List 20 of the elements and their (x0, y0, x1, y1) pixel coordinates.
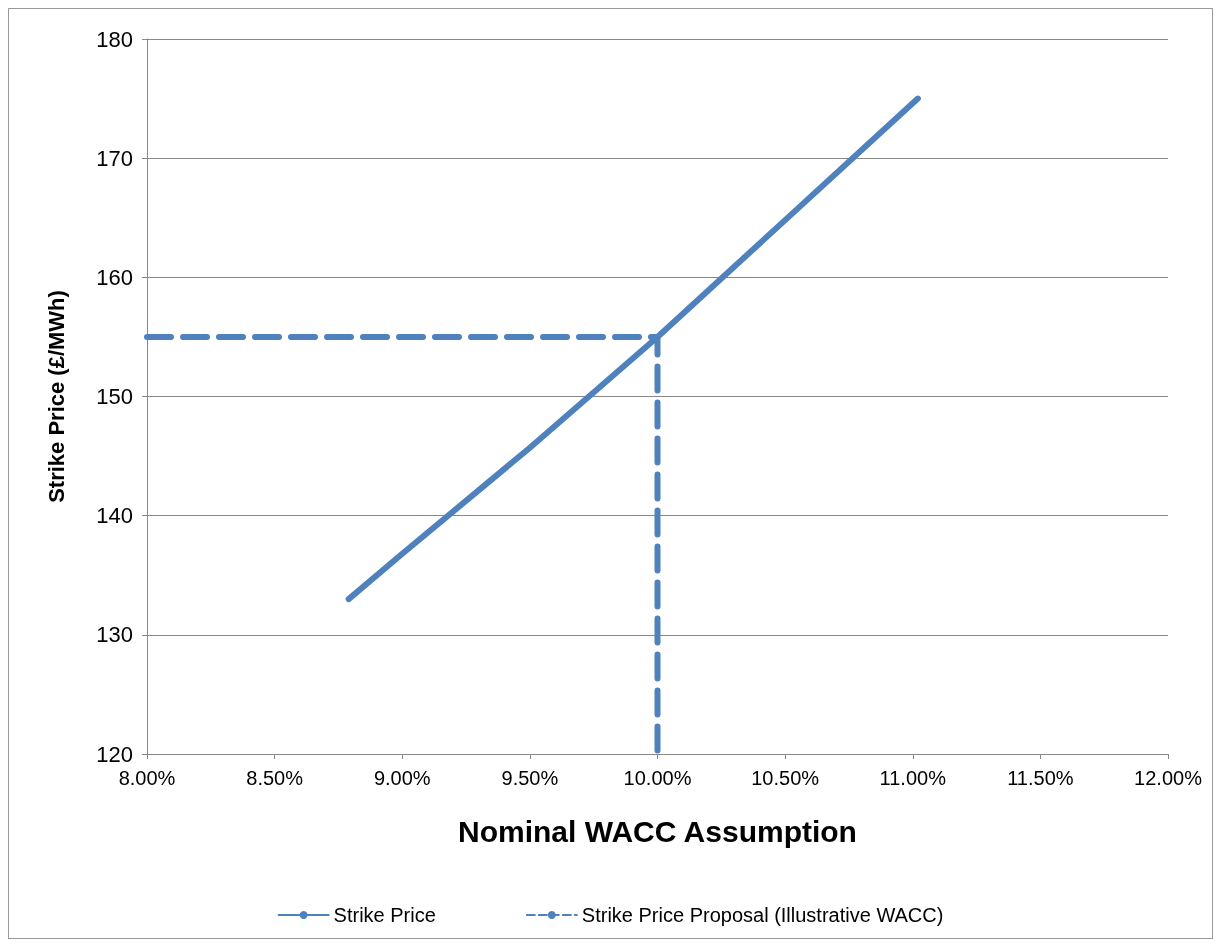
legend-label: Strike Price (333, 904, 436, 926)
x-axis-title: Nominal WACC Assumption (458, 814, 857, 848)
x-tick-label: 9.50% (501, 767, 559, 789)
x-tick-label: 9.00% (373, 767, 431, 789)
y-tick-label: 160 (96, 264, 133, 290)
y-tick-label: 120 (96, 741, 133, 767)
x-tick-label: 10.00% (623, 767, 692, 789)
y-tick-label: 150 (96, 384, 133, 409)
y-tick-label: 140 (96, 503, 133, 529)
y-tick-label: 180 (96, 26, 133, 52)
x-tick-label: 11.00% (879, 767, 947, 789)
y-axis-title: Strike Price (£/MWh) (43, 290, 69, 503)
x-tick-label: 8.50% (246, 767, 304, 789)
x-tick-label: 8.00% (118, 767, 176, 789)
x-tick-label: 10.50% (751, 767, 820, 789)
x-tick-label: 12.00% (1134, 767, 1203, 789)
y-tick-label: 130 (96, 622, 133, 648)
x-tick-label: 11.50% (1007, 767, 1074, 789)
legend-label: Strike Price Proposal (Illustrative WACC) (581, 904, 944, 926)
y-tick-label: 170 (96, 145, 133, 171)
